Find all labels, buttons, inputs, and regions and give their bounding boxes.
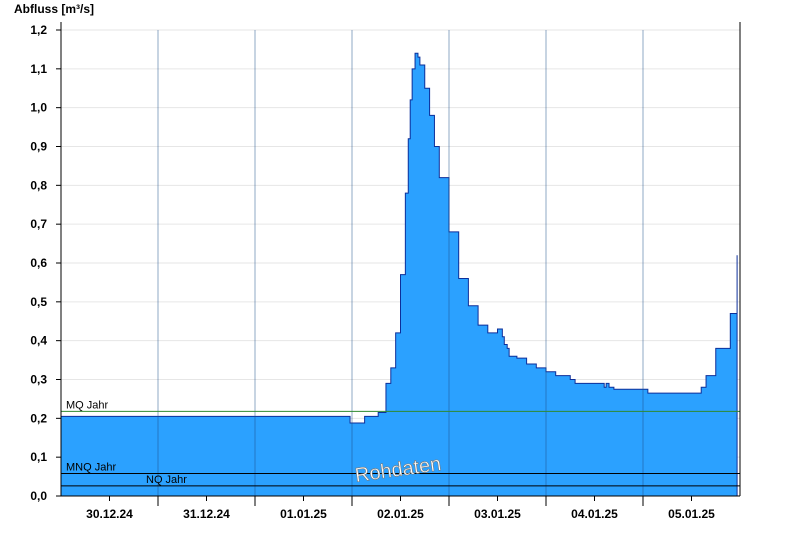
x-tick-label: 04.01.25 bbox=[571, 507, 618, 521]
y-axis-ticks: 0,0 0,1 0,2 0,3 0,4 0,5 0,6 0,7 0,8 0,9 1,0 1,1 1,2 bbox=[30, 23, 61, 503]
reference-lines: MQ Jahr MNQ Jahr NQ Jahr bbox=[61, 399, 740, 487]
x-tick-label: 01.01.25 bbox=[280, 507, 327, 521]
y-tick-label: 0,8 bbox=[30, 178, 47, 192]
day-separators bbox=[157, 30, 644, 496]
y-tick-label: 0,9 bbox=[30, 140, 47, 154]
y-tick-label: 1,2 bbox=[30, 23, 47, 37]
x-tick-label: 05.01.25 bbox=[668, 507, 715, 521]
reference-line-label: MQ Jahr bbox=[66, 399, 109, 411]
discharge-area bbox=[60, 52, 738, 497]
x-tick-label: 30.12.24 bbox=[86, 507, 133, 521]
discharge-series bbox=[60, 52, 738, 497]
y-tick-label: 0,1 bbox=[30, 450, 47, 464]
y-tick-label: 1,1 bbox=[30, 62, 47, 76]
y-tick-label: 0,3 bbox=[30, 373, 47, 387]
y-tick-label: 1,0 bbox=[30, 101, 47, 115]
y-tick-label: 0,0 bbox=[30, 489, 47, 503]
reference-line-label: MNQ Jahr bbox=[66, 461, 116, 473]
y-tick-label: 0,4 bbox=[30, 334, 47, 348]
reference-line-label: NQ Jahr bbox=[146, 474, 187, 486]
y-tick-label: 0,5 bbox=[30, 295, 47, 309]
y-tick-label: 0,6 bbox=[30, 256, 47, 270]
x-tick-label: 31.12.24 bbox=[183, 507, 230, 521]
x-axis-ticks: 30.12.24 31.12.24 01.01.25 02.01.25 03.01.25… bbox=[86, 496, 715, 521]
x-tick-label: 02.01.25 bbox=[377, 507, 424, 521]
x-tick-label: 03.01.25 bbox=[474, 507, 521, 521]
y-axis-label: Abfluss [m³/s] bbox=[14, 2, 94, 16]
y-tick-label: 0,7 bbox=[30, 217, 47, 231]
y-tick-label: 0,2 bbox=[30, 411, 47, 425]
